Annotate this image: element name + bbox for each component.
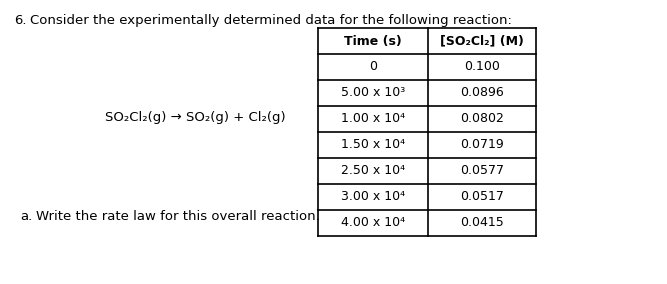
Text: 6.: 6. <box>14 14 27 27</box>
Text: 0.0802: 0.0802 <box>460 112 504 126</box>
Text: SO₂Cl₂(g) → SO₂(g) + Cl₂(g): SO₂Cl₂(g) → SO₂(g) + Cl₂(g) <box>105 112 285 124</box>
Text: 4.00 x 10⁴: 4.00 x 10⁴ <box>341 216 405 229</box>
Text: 1.00 x 10⁴: 1.00 x 10⁴ <box>341 112 405 126</box>
Text: 0: 0 <box>369 60 377 74</box>
Text: 0.0517: 0.0517 <box>460 191 504 204</box>
Text: 0.0896: 0.0896 <box>460 87 504 99</box>
Text: Write the rate law for this overall reaction.: Write the rate law for this overall reac… <box>36 210 319 223</box>
Text: a.: a. <box>20 210 32 223</box>
Text: Consider the experimentally determined data for the following reaction:: Consider the experimentally determined d… <box>30 14 512 27</box>
Text: 0.0719: 0.0719 <box>460 139 504 151</box>
Text: 5.00 x 10³: 5.00 x 10³ <box>341 87 405 99</box>
Text: 1.50 x 10⁴: 1.50 x 10⁴ <box>341 139 405 151</box>
Text: 2.50 x 10⁴: 2.50 x 10⁴ <box>341 164 405 178</box>
Text: 0.0415: 0.0415 <box>460 216 504 229</box>
Text: 3.00 x 10⁴: 3.00 x 10⁴ <box>341 191 405 204</box>
Text: [SO₂Cl₂] (M): [SO₂Cl₂] (M) <box>440 34 524 47</box>
Text: 0.100: 0.100 <box>464 60 500 74</box>
Text: 0.0577: 0.0577 <box>460 164 504 178</box>
Text: Time (s): Time (s) <box>344 34 402 47</box>
